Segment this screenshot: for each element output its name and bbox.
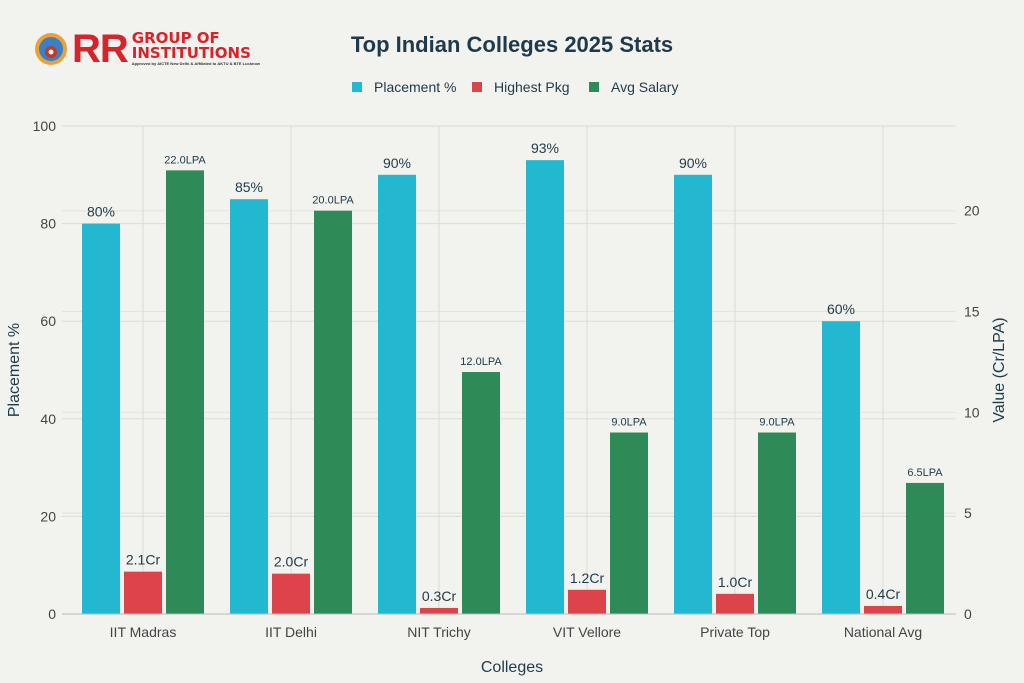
- bar-avg-salary: [610, 432, 648, 614]
- bar-placement-: [674, 174, 712, 615]
- bar-avg-salary: [462, 372, 500, 614]
- data-label: 6.5LPA: [907, 467, 943, 479]
- x-tick-label: NIT Trichy: [407, 624, 471, 640]
- legend-label: Avg Salary: [611, 79, 678, 95]
- bar-avg-salary: [314, 210, 352, 614]
- bar-highest-pkg: [420, 607, 458, 614]
- data-label: 0.3Cr: [422, 588, 457, 604]
- y-tick-right: 20: [964, 203, 980, 219]
- bar-placement-: [82, 223, 120, 614]
- legend-swatch: [472, 82, 482, 92]
- y-axis-label-left: Placement %: [6, 323, 23, 417]
- logo: RR GROUP OF INSTITUTIONS Approved by AIC…: [34, 27, 261, 71]
- data-label: 20.0LPA: [312, 195, 354, 207]
- x-tick-label: IIT Delhi: [265, 624, 317, 640]
- data-label: 1.0Cr: [718, 574, 753, 590]
- data-label: 9.0LPA: [611, 417, 647, 429]
- logo-mark: RR: [72, 27, 129, 71]
- logo-tagline: Approved by AICTE New Delhi & Affiliated…: [131, 61, 261, 66]
- y-tick-left: 20: [40, 508, 56, 524]
- data-label: 60%: [827, 301, 855, 317]
- x-tick-label: VIT Vellore: [553, 624, 621, 640]
- bar-highest-pkg: [568, 589, 606, 614]
- bar-placement-: [526, 160, 564, 614]
- data-label: 80%: [87, 204, 115, 220]
- legend-label: Placement %: [374, 79, 456, 95]
- logo-emblem-icon: [35, 33, 67, 65]
- data-label: 90%: [679, 155, 707, 171]
- y-tick-left: 100: [33, 118, 57, 134]
- bar-highest-pkg: [716, 593, 754, 614]
- y-tick-right: 10: [964, 404, 980, 420]
- y-tick-left: 0: [48, 606, 56, 622]
- data-label: 22.0LPA: [164, 154, 206, 166]
- axes: 0 20 40 60 80 100 0 5 10 15 20 IIT Madras IIT Delhi N…: [33, 118, 980, 640]
- data-label: 9.0LPA: [759, 417, 795, 429]
- bar-avg-salary: [758, 432, 796, 614]
- x-tick-label: Private Top: [700, 624, 770, 640]
- y-tick-right: 0: [964, 606, 972, 622]
- bar-highest-pkg: [272, 573, 310, 614]
- logo-line2: INSTITUTIONS: [131, 44, 251, 62]
- y-tick-right: 5: [964, 505, 972, 521]
- y-tick-right: 15: [964, 304, 980, 320]
- logo-line1: GROUP OF: [131, 29, 220, 47]
- bar-highest-pkg: [864, 605, 902, 614]
- data-label: 93%: [531, 140, 559, 156]
- legend-label: Highest Pkg: [494, 79, 569, 95]
- data-label: 12.0LPA: [460, 356, 502, 368]
- legend-swatch: [352, 82, 362, 92]
- y-tick-left: 60: [40, 313, 56, 329]
- data-label: 2.0Cr: [274, 554, 309, 570]
- bar-placement-: [230, 199, 268, 614]
- y-axis-label-right: Value (Cr/LPA): [991, 317, 1008, 422]
- data-label: 2.1Cr: [126, 552, 161, 568]
- x-tick-label: IIT Madras: [110, 624, 177, 640]
- bar-placement-: [822, 321, 860, 614]
- bar-highest-pkg: [124, 571, 162, 614]
- bars: 80% 85% 90% 93% 90% 60% 2.1Cr 2.0Cr 0.3Cr 1.2Cr 1.…: [82, 140, 944, 615]
- data-label: 1.2Cr: [570, 570, 605, 586]
- x-axis-label: Colleges: [481, 659, 543, 676]
- legend: Placement % Highest Pkg Avg Salary: [352, 79, 678, 95]
- bar-avg-salary: [906, 482, 944, 614]
- chart-title: Top Indian Colleges 2025 Stats: [351, 32, 673, 57]
- data-label: 0.4Cr: [866, 586, 901, 602]
- data-label: 85%: [235, 179, 263, 195]
- data-label: 90%: [383, 155, 411, 171]
- legend-swatch: [589, 82, 599, 92]
- x-tick-label: National Avg: [844, 624, 922, 640]
- bar-avg-salary: [166, 170, 204, 614]
- y-tick-left: 80: [40, 216, 56, 232]
- bar-placement-: [378, 174, 416, 615]
- y-tick-left: 40: [40, 411, 56, 427]
